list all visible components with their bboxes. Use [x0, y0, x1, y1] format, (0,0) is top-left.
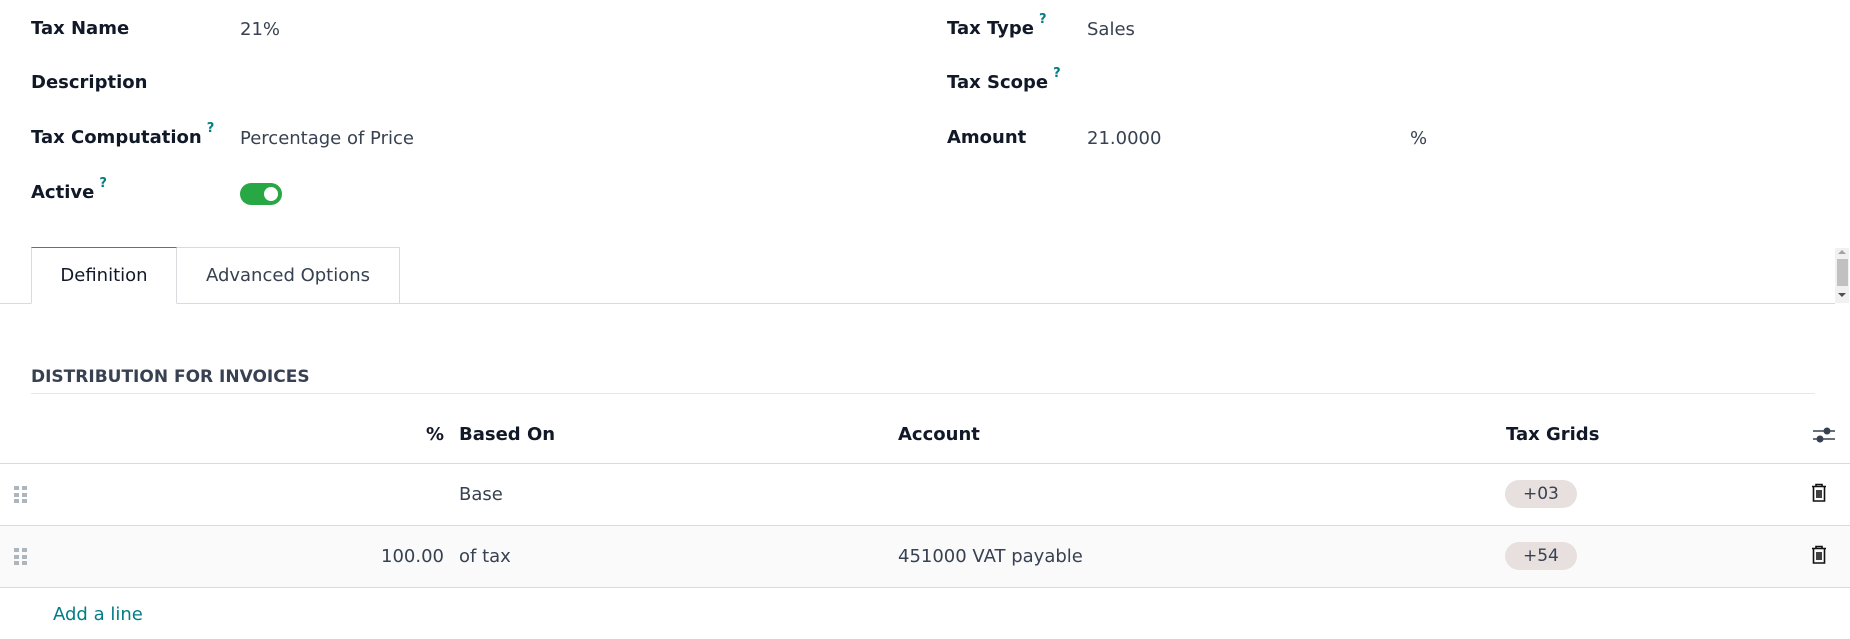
help-icon[interactable]: ? [206, 121, 215, 136]
scroll-down-icon[interactable] [1838, 293, 1846, 297]
help-icon[interactable]: ? [1053, 66, 1061, 81]
header-divider [0, 463, 1850, 464]
tax-type-label-text: Tax Type [947, 18, 1034, 39]
scrollbar[interactable] [1835, 248, 1849, 303]
table-row[interactable]: 100.00 of tax 451000 VAT payable +54 [0, 526, 1850, 587]
column-header-based-on[interactable]: Based On [459, 424, 556, 445]
amount-unit: % [1410, 128, 1428, 149]
tax-name-value[interactable]: 21% [240, 19, 281, 40]
tab-advanced-options[interactable]: Advanced Options [177, 247, 400, 304]
help-icon[interactable]: ? [99, 176, 107, 191]
description-label: Description [31, 72, 148, 93]
active-label-text: Active [31, 182, 95, 203]
row-divider [0, 525, 1850, 526]
add-line-link[interactable]: Add a line [53, 604, 143, 625]
table-row[interactable]: Base +03 [0, 464, 1850, 525]
tax-computation-select[interactable]: Percentage of Price [240, 128, 414, 149]
drag-handle-icon[interactable] [14, 486, 27, 504]
tax-computation-label-text: Tax Computation [31, 127, 202, 148]
row-divider [0, 587, 1850, 588]
based-on-cell[interactable]: Base [459, 484, 503, 505]
tax-grid-badge[interactable]: +54 [1505, 542, 1577, 570]
tax-name-label: Tax Name [31, 18, 130, 39]
scrollbar-thumb[interactable] [1837, 259, 1848, 286]
active-label: Active? [31, 176, 107, 203]
tax-scope-select[interactable] [1087, 72, 1687, 96]
help-icon[interactable]: ? [1038, 12, 1047, 27]
section-divider [31, 393, 1815, 394]
section-title: DISTRIBUTION FOR INVOICES [31, 367, 310, 387]
tab-label: Advanced Options [205, 265, 371, 286]
tax-scope-label-text: Tax Scope [947, 72, 1049, 93]
scroll-up-icon[interactable] [1838, 250, 1846, 254]
percent-cell[interactable]: 100.00 [381, 546, 444, 567]
description-field[interactable] [240, 72, 840, 96]
column-header-account[interactable]: Account [898, 424, 980, 445]
drag-handle-icon[interactable] [14, 548, 27, 566]
amount-input[interactable]: 21.0000 [1087, 128, 1162, 149]
tax-type-select[interactable]: Sales [1087, 19, 1135, 40]
tabs-divider [0, 303, 1835, 304]
tab-definition[interactable]: Definition [31, 247, 177, 304]
amount-label: Amount [947, 127, 1027, 148]
account-cell[interactable]: 451000 VAT payable [898, 546, 1083, 567]
column-header-percent[interactable]: % [425, 424, 444, 445]
based-on-cell[interactable]: of tax [459, 546, 511, 567]
tax-type-label: Tax Type? [947, 12, 1047, 39]
column-header-tax-grids[interactable]: Tax Grids [1506, 424, 1600, 445]
tax-grid-badge[interactable]: +03 [1505, 480, 1577, 508]
trash-icon[interactable] [1811, 545, 1827, 565]
tab-label: Definition [60, 265, 148, 286]
active-toggle[interactable] [240, 183, 282, 205]
optional-columns-icon[interactable] [1812, 425, 1836, 445]
tax-scope-label: Tax Scope? [947, 66, 1061, 93]
trash-icon[interactable] [1811, 483, 1827, 503]
tax-computation-label: Tax Computation? [31, 121, 214, 148]
